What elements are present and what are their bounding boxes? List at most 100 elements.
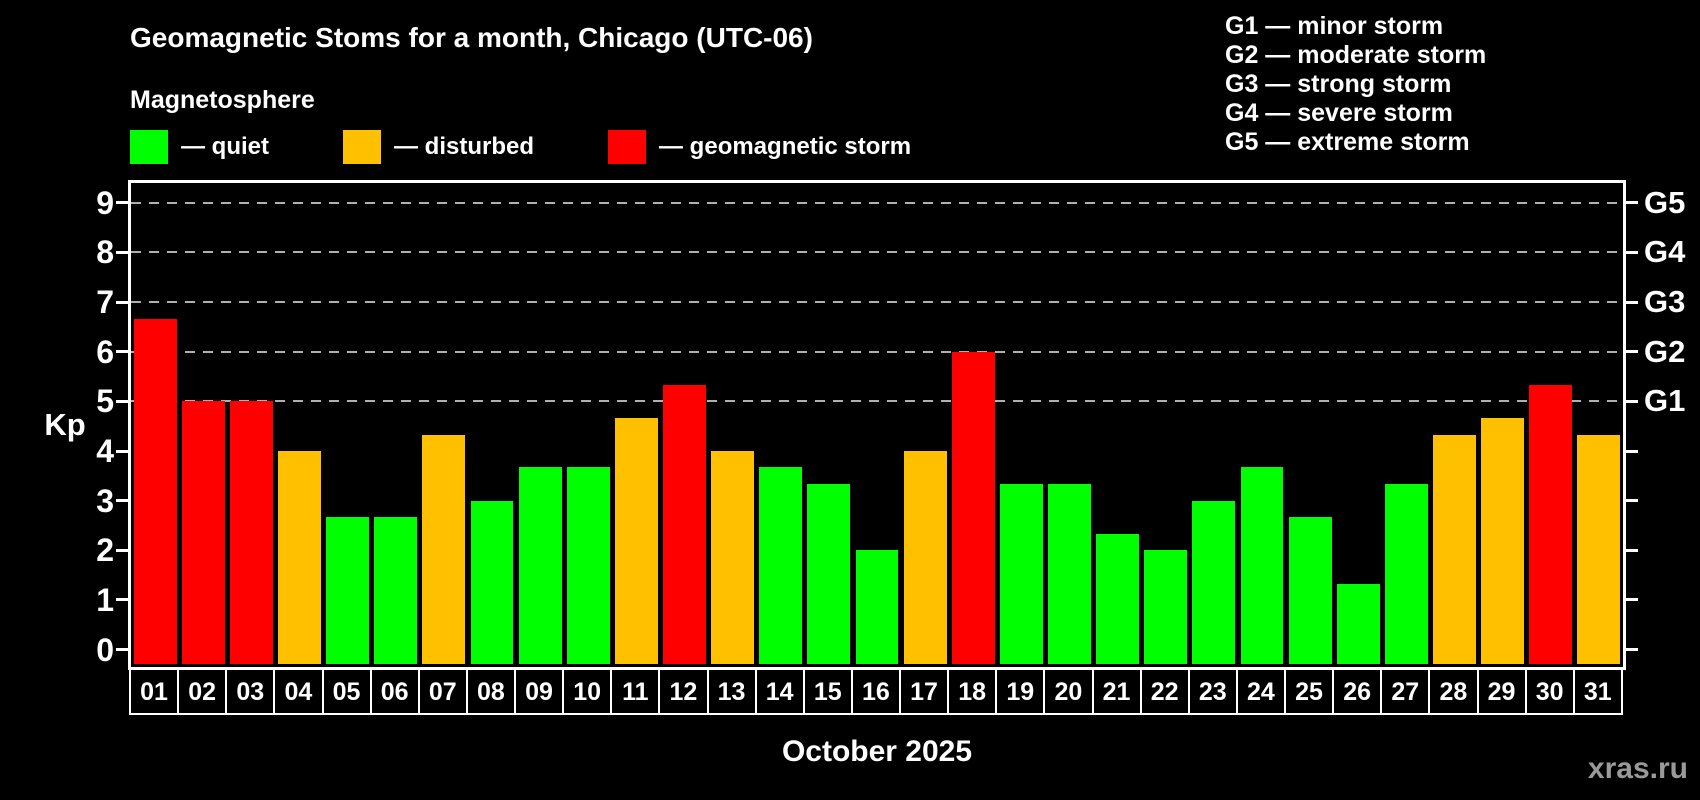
y-tick-right-9 [1624,201,1638,205]
day-label-13: 13 [706,668,757,715]
bar-day-07 [422,434,466,664]
gridline-kp5 [131,400,1623,403]
bar-day-09 [518,467,562,664]
month-label: October 2025 [781,735,973,768]
bar-day-31 [1577,434,1621,664]
day-label-16: 16 [850,668,901,715]
day-label-05: 05 [321,668,372,715]
legend-row: — quiet — disturbed — geomagnetic storm [130,130,911,164]
bar-day-14 [759,467,803,664]
bar-day-21 [1096,533,1140,664]
bar-day-26 [1336,583,1380,664]
bar-day-10 [566,467,610,664]
bar-day-24 [1240,467,1284,664]
day-label-27: 27 [1380,668,1431,715]
g-legend-line-G5: G5 — extreme storm [1225,128,1470,156]
y-tick-left-7 [116,300,130,304]
y-tick-label-8: 8 [96,234,114,271]
g-axis-label-G1: G1 [1644,383,1686,419]
day-label-21: 21 [1091,668,1142,715]
y-tick-right-2 [1624,548,1638,552]
y-tick-left-2 [116,548,130,552]
bar-day-23 [1192,500,1236,664]
bar-day-02 [181,401,225,664]
gridline-kp6 [131,350,1623,353]
y-tick-label-6: 6 [96,333,114,370]
legend-swatch-quiet [130,130,168,164]
y-tick-right-4 [1624,449,1638,453]
bar-day-25 [1288,517,1332,664]
g-legend-line-G1: G1 — minor storm [1225,12,1444,40]
site-watermark: xras.ru [1587,752,1688,785]
g-axis-label-G2: G2 [1644,333,1686,369]
bar-day-30 [1529,385,1573,664]
g-axis-label-G5: G5 [1644,184,1686,220]
bar-day-22 [1144,550,1188,664]
y-tick-label-4: 4 [96,433,114,470]
day-label-07: 07 [417,668,468,715]
bar-day-20 [1048,484,1091,664]
legend-item-disturbed: — disturbed [343,130,534,164]
day-label-08: 08 [465,668,516,715]
bar-day-15 [807,484,851,664]
day-label-26: 26 [1332,668,1383,715]
legend-swatch-disturbed [343,130,381,164]
y-tick-right-7 [1624,300,1638,304]
day-label-20: 20 [1043,668,1094,715]
kp-axis-title: Kp [44,407,86,442]
y-tick-label-0: 0 [96,631,114,668]
g-legend-line-G4: G4 — severe storm [1225,99,1453,127]
day-label-10: 10 [562,668,613,715]
bar-day-11 [614,417,658,664]
chart-subtitle: Magnetosphere [130,86,315,114]
day-label-15: 15 [802,668,853,715]
gridline-kp7 [131,301,1623,304]
y-tick-left-6 [116,350,130,354]
day-label-11: 11 [610,668,661,715]
y-tick-label-5: 5 [96,383,114,420]
day-label-01: 01 [129,668,180,715]
y-tick-right-1 [1624,598,1638,602]
bar-day-29 [1481,417,1525,664]
legend-swatch-storm [608,130,647,164]
day-label-17: 17 [899,668,950,715]
gridline-kp8 [131,251,1623,254]
bar-day-04 [277,451,321,664]
g-axis-label-G3: G3 [1644,284,1686,320]
chart-title: Geomagnetic Stoms for a month, Chicago (… [130,22,813,53]
y-tick-label-9: 9 [96,184,114,221]
day-label-03: 03 [225,668,276,715]
y-tick-right-3 [1624,499,1638,503]
day-label-18: 18 [947,668,998,715]
y-tick-left-8 [116,250,130,254]
legend-item-storm: — geomagnetic storm [608,130,911,164]
day-label-04: 04 [273,668,324,715]
day-label-28: 28 [1428,668,1479,715]
y-tick-right-8 [1624,250,1638,254]
g-legend-line-G3: G3 — strong storm [1225,70,1452,98]
y-tick-label-3: 3 [96,482,114,519]
day-label-24: 24 [1235,668,1286,715]
day-label-02: 02 [177,668,228,715]
day-label-29: 29 [1476,668,1527,715]
y-tick-label-7: 7 [96,284,114,321]
bar-day-05 [326,517,370,664]
g-axis-label-G4: G4 [1644,234,1686,270]
y-tick-left-5 [116,399,130,403]
bar-day-06 [374,517,418,664]
bar-day-18 [951,351,995,664]
bar-day-12 [663,385,706,664]
y-tick-label-1: 1 [96,581,114,618]
bar-day-28 [1433,434,1476,664]
day-label-06: 06 [369,668,420,715]
day-label-14: 14 [754,668,805,715]
y-tick-left-4 [116,449,130,453]
y-tick-left-9 [116,201,130,205]
day-label-22: 22 [1139,668,1190,715]
g-scale-legend: G1 — minor storm G2 — moderate storm G3 — … [1225,12,1486,157]
day-label-23: 23 [1187,668,1238,715]
day-axis-row: 01 02 03 04 05 06 07 08 09 10 11 12 13 14 15 16 17 18 19 20… [129,668,1623,715]
g-legend-line-G2: G2 — moderate storm [1225,41,1487,69]
